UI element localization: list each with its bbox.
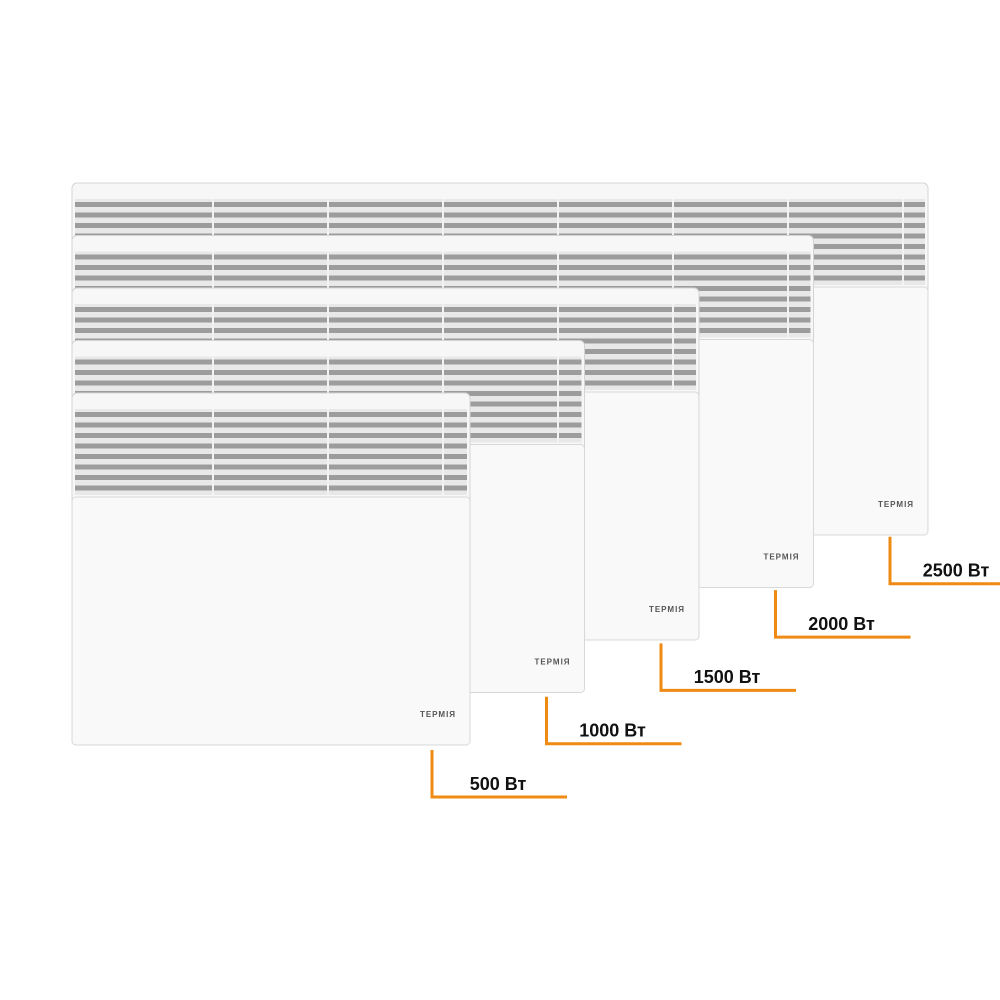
heater: ТЕРМІЯ (71, 392, 471, 746)
louver-gap (75, 475, 467, 480)
front-panel (71, 496, 471, 746)
louver-gap (75, 422, 467, 428)
louver-gap (75, 212, 925, 218)
louver-gap (75, 433, 467, 438)
louver-gap (75, 412, 467, 417)
power-label: 2000 Вт (808, 614, 875, 634)
power-label: 2500 Вт (923, 561, 990, 581)
louver-gap (75, 454, 467, 459)
louver-gap (75, 317, 696, 323)
power-label: 1000 Вт (579, 720, 646, 740)
louver-gap (75, 328, 696, 333)
brand-logo: ТЕРМІЯ (763, 553, 799, 562)
label-leader (888, 536, 1000, 586)
power-label: 500 Вт (470, 774, 527, 794)
label-leader (430, 750, 567, 799)
brand-logo: ТЕРМІЯ (649, 605, 685, 614)
label-leader (545, 696, 682, 746)
power-label: 1500 Вт (694, 667, 761, 687)
louver-gap (75, 485, 467, 491)
label-leader (659, 643, 796, 692)
label-leader (774, 590, 911, 639)
louver-gap (75, 443, 467, 449)
louver-gap (75, 307, 696, 312)
brand-logo: ТЕРМІЯ (420, 710, 456, 719)
louver-gap (75, 223, 925, 228)
brand-logo: ТЕРМІЯ (534, 658, 570, 667)
louver-gap (75, 202, 925, 207)
brand-logo: ТЕРМІЯ (878, 500, 914, 509)
grille (75, 409, 467, 495)
louver-gap (75, 464, 467, 470)
